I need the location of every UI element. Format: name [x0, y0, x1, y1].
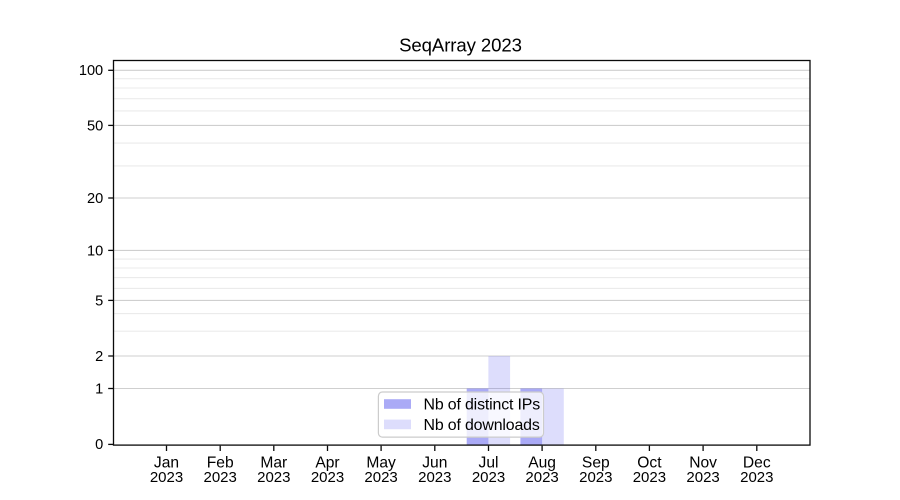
svg-text:Jan: Jan: [154, 455, 179, 472]
svg-text:2: 2: [95, 349, 103, 365]
svg-text:Mar: Mar: [260, 455, 287, 472]
svg-text:20: 20: [87, 191, 103, 207]
svg-text:SeqArray 2023: SeqArray 2023: [399, 35, 522, 56]
svg-text:2023: 2023: [686, 469, 719, 486]
svg-text:5: 5: [95, 293, 103, 309]
svg-text:Nb of downloads: Nb of downloads: [424, 417, 540, 434]
svg-text:2023: 2023: [204, 469, 237, 486]
svg-text:2023: 2023: [364, 469, 397, 486]
svg-text:Jun: Jun: [422, 455, 447, 472]
svg-text:Dec: Dec: [743, 455, 771, 472]
svg-text:2023: 2023: [525, 469, 558, 486]
svg-text:Feb: Feb: [207, 455, 234, 472]
svg-text:2023: 2023: [418, 469, 451, 486]
svg-text:2023: 2023: [150, 469, 183, 486]
svg-text:Apr: Apr: [315, 455, 339, 472]
svg-text:May: May: [366, 455, 396, 472]
svg-text:2023: 2023: [633, 469, 666, 486]
svg-text:Nb of distinct IPs: Nb of distinct IPs: [424, 396, 541, 413]
svg-text:2023: 2023: [579, 469, 612, 486]
svg-text:10: 10: [87, 243, 103, 259]
svg-text:1: 1: [95, 381, 103, 397]
svg-text:2023: 2023: [740, 469, 773, 486]
svg-text:2023: 2023: [257, 469, 290, 486]
svg-text:0: 0: [95, 437, 103, 453]
svg-text:100: 100: [79, 63, 103, 79]
svg-text:2023: 2023: [472, 469, 505, 486]
svg-text:Aug: Aug: [528, 455, 556, 472]
svg-text:2023: 2023: [311, 469, 344, 486]
svg-text:Oct: Oct: [637, 455, 662, 472]
svg-text:Nov: Nov: [689, 455, 717, 472]
svg-text:Jul: Jul: [479, 455, 499, 472]
svg-text:50: 50: [87, 118, 103, 134]
svg-text:Sep: Sep: [582, 455, 610, 472]
